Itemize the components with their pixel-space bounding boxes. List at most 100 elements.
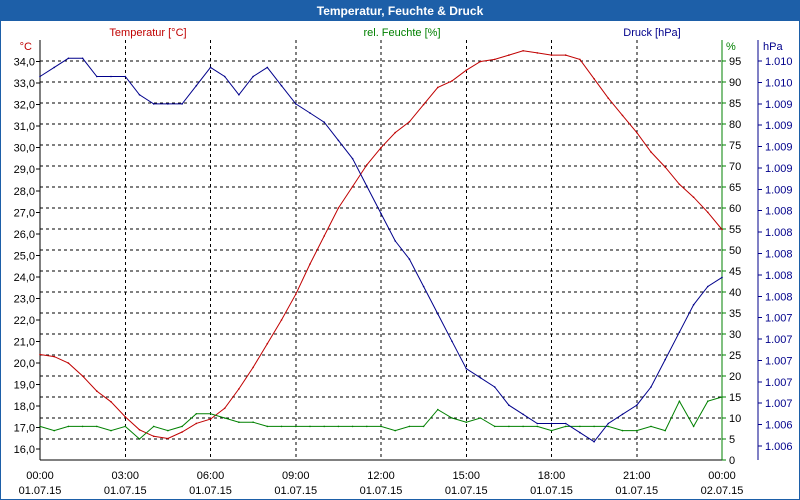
humidity-data-point xyxy=(181,425,183,428)
humidity-tick-label: 70 xyxy=(729,161,741,173)
pressure-data-point xyxy=(366,185,368,187)
pressure-data-point xyxy=(422,285,425,288)
pressure-data-point xyxy=(351,157,354,160)
humidity-tick-label: 15 xyxy=(729,392,741,404)
temperature-data-point xyxy=(280,319,283,321)
temperature-tick-label: 17,0 xyxy=(14,423,35,435)
pressure-data-point xyxy=(295,103,297,105)
temperature-tick-label: 32,0 xyxy=(14,100,35,112)
humidity-data-point xyxy=(593,425,595,428)
humidity-data-point xyxy=(138,438,141,440)
pressure-data-point xyxy=(124,75,127,78)
pressure-data-point xyxy=(39,75,41,78)
pressure-data-point xyxy=(252,75,254,78)
temperature-data-point xyxy=(579,58,581,61)
pressure-data-point xyxy=(280,84,283,87)
temperature-tick-label: 20,0 xyxy=(14,358,35,370)
temperature-tick-label: 18,0 xyxy=(14,401,35,413)
humidity-data-point xyxy=(707,400,709,403)
humidity-data-point xyxy=(209,413,212,415)
temperature-tick-label: 30,0 xyxy=(14,143,35,155)
x-tick-date: 01.07.15 xyxy=(615,485,658,497)
pressure-data-point xyxy=(81,57,84,60)
x-tick-time: 00:00 xyxy=(26,470,54,482)
temperature-data-point xyxy=(351,185,354,188)
temperature-data-point xyxy=(451,80,453,82)
pressure-tick-label: 1.007 xyxy=(765,334,793,346)
temperature-tick-label: 22,0 xyxy=(14,315,35,327)
pressure-tick-label: 1.007 xyxy=(765,398,793,410)
x-tick-time: 09:00 xyxy=(282,470,310,482)
temperature-data-point xyxy=(607,97,610,99)
temperature-tick-label: 33,0 xyxy=(14,78,35,90)
temperature-tick-label: 24,0 xyxy=(14,272,35,284)
pressure-data-point xyxy=(266,66,269,69)
pressure-tick-label: 1.008 xyxy=(765,291,793,303)
temperature-data-point xyxy=(593,78,595,80)
humidity-data-point xyxy=(564,425,567,428)
temperature-data-point xyxy=(664,166,666,168)
pressure-data-point xyxy=(650,386,652,388)
pressure-data-point xyxy=(380,212,382,215)
humidity-data-point xyxy=(223,417,226,419)
humidity-tick-label: 0 xyxy=(729,455,735,467)
temperature-tick-label: 25,0 xyxy=(14,250,35,262)
humidity-data-point xyxy=(39,425,41,428)
humidity-data-point xyxy=(81,425,84,428)
axes xyxy=(36,40,762,461)
humidity-data-point xyxy=(508,425,510,428)
pressure-data-point xyxy=(664,358,666,361)
pressure-data-point xyxy=(451,340,453,343)
humidity-data-point xyxy=(266,425,269,428)
humidity-data-point xyxy=(351,425,354,428)
pressure-tick-label: 1.010 xyxy=(765,56,793,68)
humidity-tick-label: 25 xyxy=(729,350,741,362)
temperature-data-point xyxy=(252,366,254,369)
x-tick-date: 01.07.15 xyxy=(360,485,403,497)
temperature-tick-label: 21,0 xyxy=(14,337,35,349)
temperature-data-point xyxy=(422,103,425,106)
humidity-data-point xyxy=(636,429,638,432)
pressure-data-point xyxy=(621,413,624,416)
temperature-data-point xyxy=(479,60,482,63)
humidity-data-point xyxy=(394,429,397,432)
humidity-data-point xyxy=(337,425,340,428)
humidity-data-point xyxy=(579,425,581,428)
temperature-data-point xyxy=(39,353,41,356)
humidity-tick-label: 40 xyxy=(729,287,741,299)
humidity-data-point xyxy=(252,421,254,424)
temperature-data-point xyxy=(181,431,183,433)
temperature-data-point xyxy=(550,54,553,56)
pressure-data-point xyxy=(408,258,411,260)
pressure-data-point xyxy=(522,413,524,416)
humidity-tick-label: 5 xyxy=(729,434,735,446)
humidity-data-point xyxy=(607,425,610,428)
pressure-unit: hPa xyxy=(763,41,783,53)
humidity-data-point xyxy=(323,425,326,428)
humidity-tick-label: 95 xyxy=(729,56,741,68)
x-tick-time: 21:00 xyxy=(623,470,651,482)
temperature-data-point xyxy=(223,407,226,410)
pressure-data-point xyxy=(67,57,70,60)
temperature-data-point xyxy=(721,228,723,231)
chart-title: Temperatur, Feuchte & Druck xyxy=(1,1,799,21)
pressure-tick-label: 1.007 xyxy=(765,313,793,325)
pressure-tick-label: 1.006 xyxy=(765,420,793,432)
temperature-data-point xyxy=(408,121,411,123)
pressure-tick-label: 1.009 xyxy=(765,120,793,132)
x-tick-date: 01.07.15 xyxy=(274,485,317,497)
temperature-tick-label: 29,0 xyxy=(14,164,35,176)
pressure-data-point xyxy=(678,331,681,334)
humidity-data-point xyxy=(295,425,297,428)
x-tick-time: 00:00 xyxy=(708,470,736,482)
humidity-unit: % xyxy=(726,41,736,53)
pressure-data-point xyxy=(493,386,496,388)
x-tick-date: 02.07.15 xyxy=(701,485,744,497)
x-tick-date: 01.07.15 xyxy=(530,485,573,497)
pressure-data-point xyxy=(721,276,723,279)
pressure-tick-label: 1.010 xyxy=(765,77,793,89)
humidity-data-point xyxy=(621,429,624,432)
temperature-data-point xyxy=(53,355,55,358)
humidity-tick-label: 80 xyxy=(729,119,741,131)
temperature-data-point xyxy=(195,422,198,425)
